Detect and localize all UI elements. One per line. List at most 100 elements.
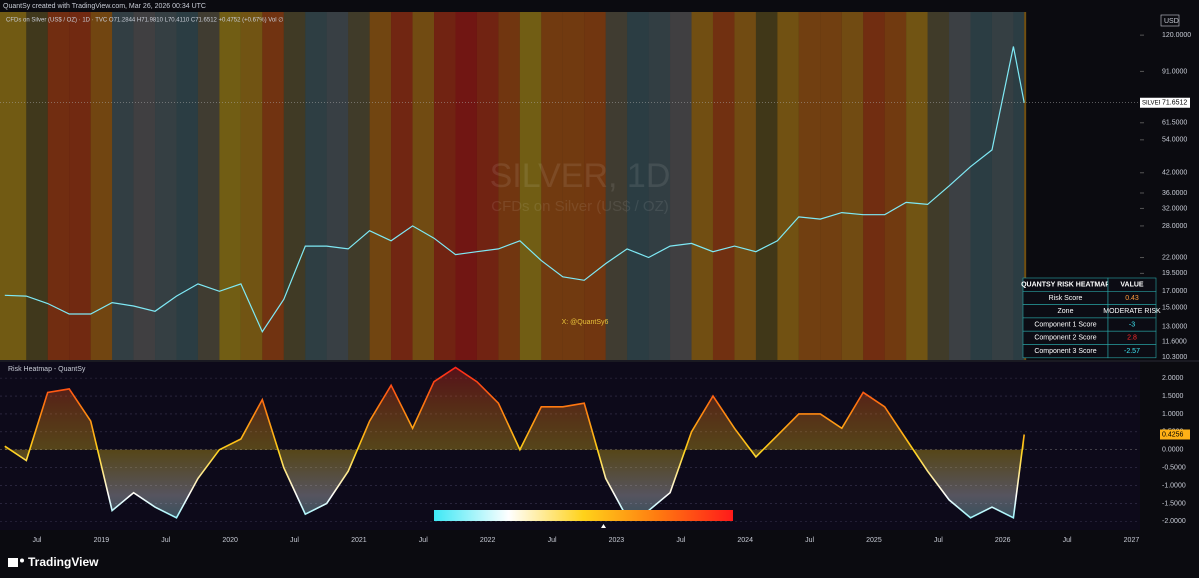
x-tick-label: 2024 [737,537,753,544]
x-tick-label: Jul [934,537,943,544]
heat-band [348,12,370,360]
x-tick-label: Jul [161,537,170,544]
heat-band [863,12,885,360]
y-tick-label: 32.0000 [1162,205,1187,212]
tv-logo [8,558,24,567]
heat-band [562,12,585,360]
x-tick-label: 2025 [866,537,882,544]
x-tick-label: 2026 [995,537,1011,544]
heat-band [47,12,70,360]
heat-band [369,12,392,360]
symbol-label: SILVER [1142,100,1164,106]
table-text: 0.43 [1125,295,1139,302]
x-tick-label: 2022 [480,537,496,544]
y-tick-label: 15.0000 [1162,305,1187,312]
y-tick-label: 120.0000 [1162,32,1191,39]
table-text: 2.8 [1127,335,1137,342]
handle: X: @QuantSy6 [562,319,609,326]
heat-band [841,12,864,360]
x-tick-label: Jul [805,537,814,544]
price-tag-label: 71.6512 [1162,100,1187,107]
heat-band [434,12,456,360]
credit: QuantSy created with TradingView.com, Ma… [3,3,206,10]
heat-band [648,12,671,360]
x-tick-label: 2020 [222,537,238,544]
y-tick-label: 61.5000 [1162,120,1187,127]
heat-band [820,12,842,360]
heat-band [605,12,628,360]
y-tick-label: -2.0000 [1162,518,1186,525]
heat-band [155,12,177,360]
currency-box[interactable] [1160,14,1180,27]
heat-band [283,12,306,360]
heat-band [0,12,27,360]
heat-band [240,12,263,360]
heat-band [305,12,327,360]
x-tick-label: Jul [419,537,428,544]
table-text: QUANTSY RISK HEATMAP [1021,281,1110,288]
table-text: Component 1 Score [1034,321,1096,328]
footer-brand: TradingView [28,555,99,569]
heat-band [755,12,778,360]
table-text: Risk Score [1049,295,1083,302]
heat-band [455,12,477,360]
y-tick-label: 1.0000 [1162,411,1184,418]
heat-band [777,12,799,360]
y-tick-label: 1.5000 [1162,393,1184,400]
heat-band [991,12,1014,360]
heat-band [627,12,649,360]
heat-band [26,12,48,360]
currency[interactable]: USD [1164,18,1179,25]
heat-band [798,12,821,360]
y-tick-label: 19.5000 [1162,270,1187,277]
watermark: SILVER, 1D [490,157,671,195]
heat-band [949,12,971,360]
heat-band [498,12,520,360]
heat-band [906,12,928,360]
y-tick-label: 22.0000 [1162,254,1187,261]
heat-band [884,12,907,360]
y-tick-label: 54.0000 [1162,137,1187,144]
heat-band [176,12,198,360]
heat-band [519,12,542,360]
heat-band [1024,12,1027,360]
x-tick-label: Jul [290,537,299,544]
heat-band [476,12,499,360]
heat-band [584,12,606,360]
price-pane [0,12,1140,360]
heat-band [219,12,241,360]
y-tick-label: 0.0000 [1162,447,1184,454]
heat-band [1013,12,1025,360]
y-tick-label: 13.0000 [1162,323,1187,330]
y-tick-label: 10.3000 [1162,354,1187,361]
y-tick-label: 2.0000 [1162,375,1184,382]
legend: CFDs on Silver (US$ / OZ) · 1D · TVC O71… [6,17,284,24]
heat-band [262,12,284,360]
watermark-sub: CFDs on Silver (US$ / OZ) [491,198,669,215]
price-tag [1160,97,1190,108]
scale-pointer [601,524,606,528]
y-tick-label: -0.5000 [1162,464,1186,471]
heat-band [927,12,950,360]
heat-band [734,12,756,360]
risk-tag [1160,429,1190,440]
color-scale-bar [434,510,733,521]
symbol-tag [1140,97,1160,108]
price-line [4,46,1025,333]
table-text: Component 3 Score [1034,348,1096,355]
y-tick-label: 36.0000 [1162,190,1187,197]
heat-band [970,12,992,360]
y-tick-label: 11.6000 [1162,338,1187,345]
x-tick-label: Jul [33,537,42,544]
table-text: Component 2 Score [1034,335,1096,342]
table-text: MODERATE RISK [1103,308,1161,315]
table-text: VALUE [1120,281,1144,288]
table-text: -3 [1129,321,1135,328]
risk-tag-label: 0.4256 [1162,431,1184,438]
heat-band [112,12,134,360]
y-tick-label: 17.0000 [1162,288,1187,295]
x-tick-label: 2027 [1124,537,1140,544]
x-tick-label: Jul [676,537,685,544]
